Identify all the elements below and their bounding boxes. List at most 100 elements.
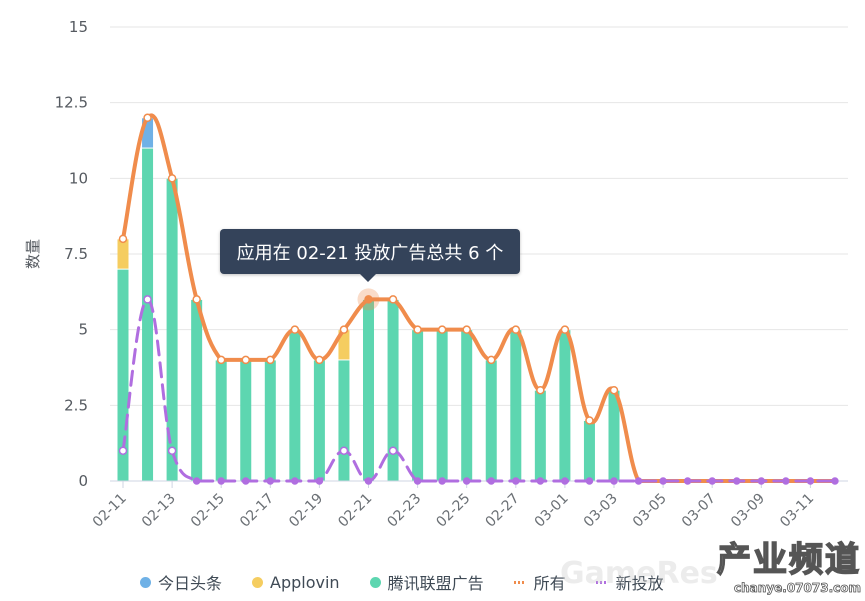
legend-item-jinritoutiao[interactable]: 今日头条: [140, 570, 222, 594]
legend-item-all[interactable]: 所有: [513, 570, 566, 594]
data-point-marker[interactable]: [487, 355, 496, 365]
data-point-marker[interactable]: [487, 477, 495, 485]
data-point-marker[interactable]: [437, 325, 447, 334]
bar-segment[interactable]: [117, 239, 129, 269]
data-point-marker[interactable]: [560, 325, 570, 334]
bar-segment[interactable]: [142, 118, 154, 148]
data-point-marker[interactable]: [511, 325, 521, 334]
bar-segment[interactable]: [215, 360, 227, 481]
data-point-marker[interactable]: [831, 477, 839, 485]
bar-segment[interactable]: [436, 330, 448, 481]
data-point-marker[interactable]: [585, 477, 594, 485]
bar-segment[interactable]: [363, 299, 374, 481]
data-point-marker[interactable]: [733, 477, 741, 485]
bar-segment[interactable]: [117, 269, 129, 481]
bar-segment[interactable]: [510, 330, 522, 481]
x-tick-label: 03-07: [679, 491, 719, 531]
data-point-marker[interactable]: [438, 477, 446, 485]
data-point-marker[interactable]: [192, 295, 201, 304]
data-point-marker[interactable]: [413, 477, 422, 485]
watermark-main: 产业频道: [716, 539, 861, 581]
legend-label: 所有: [533, 574, 566, 593]
data-point-marker[interactable]: [143, 113, 152, 123]
bar-segment[interactable]: [142, 148, 154, 481]
y-tick-label: 10: [69, 169, 88, 187]
data-point-marker[interactable]: [536, 477, 545, 485]
data-point-marker[interactable]: [315, 477, 324, 485]
data-point-marker[interactable]: [290, 325, 300, 334]
hover-point[interactable]: [364, 295, 373, 304]
x-tick-label: 03-01: [532, 491, 572, 531]
watermark-sub: chanye.07073.com: [734, 581, 862, 596]
data-point-marker[interactable]: [683, 477, 692, 485]
data-point-marker[interactable]: [364, 477, 373, 485]
data-point-marker[interactable]: [462, 325, 471, 334]
x-tick-label: 02-17: [237, 491, 277, 531]
data-point-marker[interactable]: [806, 477, 815, 485]
data-point-marker[interactable]: [536, 385, 545, 395]
data-point-marker[interactable]: [659, 477, 667, 485]
y-tick-label: 12.5: [55, 94, 88, 112]
data-point-marker[interactable]: [118, 234, 128, 244]
data-point-marker[interactable]: [242, 477, 250, 485]
data-point-marker[interactable]: [388, 446, 398, 455]
data-point-marker[interactable]: [757, 477, 766, 485]
data-point-marker[interactable]: [561, 477, 569, 485]
bar-segment[interactable]: [461, 330, 473, 481]
bar-segment[interactable]: [534, 390, 546, 481]
data-point-marker[interactable]: [241, 355, 250, 365]
new-ads-line: [121, 297, 837, 483]
data-point-marker[interactable]: [609, 385, 619, 395]
tooltip-text: 应用在 02-21 投放广告总共 6 个: [236, 242, 504, 264]
data-point-marker[interactable]: [266, 477, 275, 485]
data-point-marker[interactable]: [266, 355, 275, 365]
y-tick-label: 5: [78, 321, 88, 339]
bar-segment[interactable]: [240, 360, 252, 481]
data-point-marker[interactable]: [315, 355, 324, 365]
data-point-marker[interactable]: [634, 477, 643, 485]
legend-item-new[interactable]: 新投放: [595, 570, 664, 594]
data-point-marker[interactable]: [782, 477, 790, 485]
data-point-marker[interactable]: [192, 477, 201, 485]
tooltip-arrow: [360, 274, 376, 282]
bar-segment[interactable]: [191, 299, 203, 481]
legend-dash-icon: [595, 580, 608, 584]
data-point-marker[interactable]: [610, 477, 618, 485]
bar-segment[interactable]: [412, 330, 424, 481]
bar-segment[interactable]: [338, 360, 350, 481]
data-point-marker[interactable]: [462, 477, 471, 485]
x-tick-label: 02-25: [433, 491, 473, 531]
y-tick-label: 2.5: [64, 396, 88, 414]
legend-item-applovin[interactable]: Applovin: [252, 573, 340, 592]
x-tick-label: 02-21: [335, 491, 375, 531]
data-point-marker[interactable]: [217, 477, 225, 485]
data-point-marker[interactable]: [585, 416, 594, 425]
legend-label: Applovin: [270, 572, 340, 592]
x-tick-label: 02-23: [384, 491, 424, 531]
data-point-marker[interactable]: [339, 325, 349, 334]
data-point-marker[interactable]: [413, 325, 422, 334]
data-point-marker[interactable]: [167, 174, 177, 183]
bar-segment[interactable]: [387, 299, 399, 481]
data-point-marker[interactable]: [512, 477, 520, 485]
bar-segment[interactable]: [289, 330, 301, 481]
bar-segment[interactable]: [166, 178, 178, 481]
data-point-marker[interactable]: [339, 446, 349, 455]
bar-segment[interactable]: [559, 330, 571, 481]
legend-item-tencent-ads[interactable]: 腾讯联盟广告: [369, 570, 484, 594]
watermark-faint: GameRes: [560, 556, 718, 591]
data-point-marker[interactable]: [291, 477, 299, 485]
bar-segment[interactable]: [485, 360, 497, 481]
data-point-marker[interactable]: [708, 477, 716, 485]
data-point-marker[interactable]: [143, 295, 152, 304]
data-point-marker[interactable]: [167, 446, 177, 455]
bar-segment[interactable]: [264, 360, 276, 481]
bar-segment[interactable]: [608, 390, 620, 481]
data-point-marker[interactable]: [216, 355, 226, 365]
data-point-marker[interactable]: [388, 295, 398, 304]
bar-segment[interactable]: [313, 360, 325, 481]
bar-segment[interactable]: [338, 330, 350, 360]
bar-segment[interactable]: [583, 420, 595, 481]
data-point-marker[interactable]: [118, 446, 128, 455]
